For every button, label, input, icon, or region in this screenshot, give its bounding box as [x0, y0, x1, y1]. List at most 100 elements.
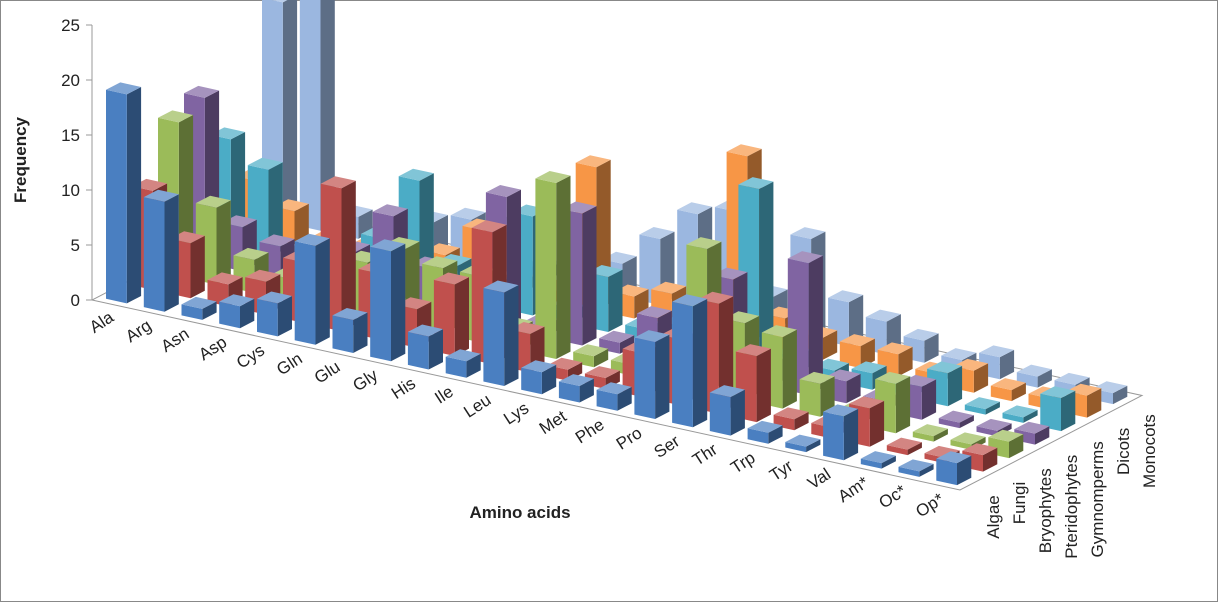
bar-front: [1002, 412, 1024, 423]
bar-front: [257, 298, 278, 337]
bar-top: [790, 227, 826, 239]
bar-top: [181, 296, 217, 309]
bar-side: [898, 346, 913, 377]
bar-front: [860, 458, 882, 469]
bar-top: [433, 272, 469, 285]
bar-side: [933, 428, 948, 442]
bar-side: [579, 378, 594, 403]
bar-top: [634, 330, 670, 342]
bar-front: [332, 315, 354, 353]
bar-front: [558, 381, 580, 403]
y-tick-label: 20: [61, 71, 80, 90]
bar: [1002, 405, 1038, 423]
bar-side: [277, 296, 292, 337]
bar: [634, 330, 670, 419]
bar: [747, 420, 783, 444]
bar-top: [672, 294, 708, 307]
bar-top: [823, 404, 859, 417]
bar-top: [785, 434, 821, 447]
bar-side: [504, 285, 519, 386]
bar: [332, 308, 368, 353]
bar-top: [445, 349, 481, 362]
bar-side: [768, 425, 783, 444]
bar-side: [794, 411, 809, 431]
bar-top: [941, 348, 977, 361]
bar-side: [869, 400, 885, 447]
bar-side: [1037, 369, 1052, 388]
bar-front: [799, 379, 821, 417]
bar-top: [398, 168, 434, 181]
bar-side: [655, 334, 670, 419]
bar: [912, 424, 948, 442]
bar-side: [921, 379, 937, 420]
bar: [886, 437, 922, 456]
bar-side: [530, 326, 545, 373]
y-tick-label: 10: [61, 181, 80, 200]
bar-top: [207, 272, 243, 285]
bar-top: [709, 385, 745, 398]
bar-side: [846, 373, 861, 404]
bar-side: [947, 365, 963, 407]
bar-front: [407, 331, 429, 370]
bar-top: [599, 330, 635, 343]
bar-top: [219, 294, 255, 307]
bar-side: [282, 0, 298, 223]
bar-side: [556, 175, 571, 359]
bar-side: [391, 243, 406, 362]
bar-side: [924, 333, 939, 363]
bar-top: [828, 290, 864, 303]
bar-top: [839, 334, 875, 347]
bar-front: [709, 392, 731, 436]
bar-side: [808, 255, 823, 396]
bar-front: [445, 356, 467, 378]
bar-side: [759, 181, 774, 365]
bar-side: [320, 0, 335, 231]
bar-front: [672, 301, 693, 428]
bar-front: [898, 466, 920, 477]
bar-top: [257, 291, 292, 304]
bar: [964, 397, 1000, 415]
bar-top: [184, 85, 220, 98]
bar: [903, 328, 939, 363]
bar-front: [299, 0, 321, 231]
bar-top: [143, 189, 179, 202]
bar-side: [1011, 382, 1026, 402]
bar: [521, 360, 557, 395]
bar: [558, 374, 594, 403]
bar: [976, 418, 1012, 437]
legend-label: Monocots: [1140, 414, 1159, 488]
y-tick-label: 5: [71, 236, 80, 255]
bar-top: [247, 157, 283, 170]
bar-top: [799, 371, 835, 384]
bar-top: [485, 185, 521, 197]
bar-top: [651, 281, 687, 294]
bar-side: [959, 415, 974, 429]
bar-front: [747, 428, 769, 444]
bar-top: [245, 269, 281, 282]
bar-front: [912, 431, 934, 442]
bar-top: [407, 324, 443, 337]
legend-label: Bryophytes: [1036, 468, 1055, 553]
bar-front: [521, 367, 542, 395]
bar-top: [1016, 364, 1052, 377]
bar-front: [596, 389, 618, 411]
bar-front: [990, 385, 1012, 402]
bar-top: [735, 344, 771, 357]
bar-side: [1087, 388, 1102, 418]
bar-top: [332, 308, 368, 320]
bar-top: [271, 0, 288, 3]
bar-top: [422, 256, 458, 269]
bar-side: [541, 364, 557, 395]
bar-top: [106, 82, 142, 95]
bar-side: [907, 442, 922, 456]
bar: [938, 410, 974, 429]
bar-top: [558, 374, 594, 386]
bar: [143, 189, 179, 312]
bar-top: [259, 234, 295, 247]
bar-top: [979, 345, 1015, 358]
bar-top: [936, 451, 972, 464]
bar: [1016, 364, 1052, 388]
bar-side: [806, 439, 821, 453]
bar-top: [1040, 386, 1076, 399]
bar-side: [820, 376, 835, 417]
